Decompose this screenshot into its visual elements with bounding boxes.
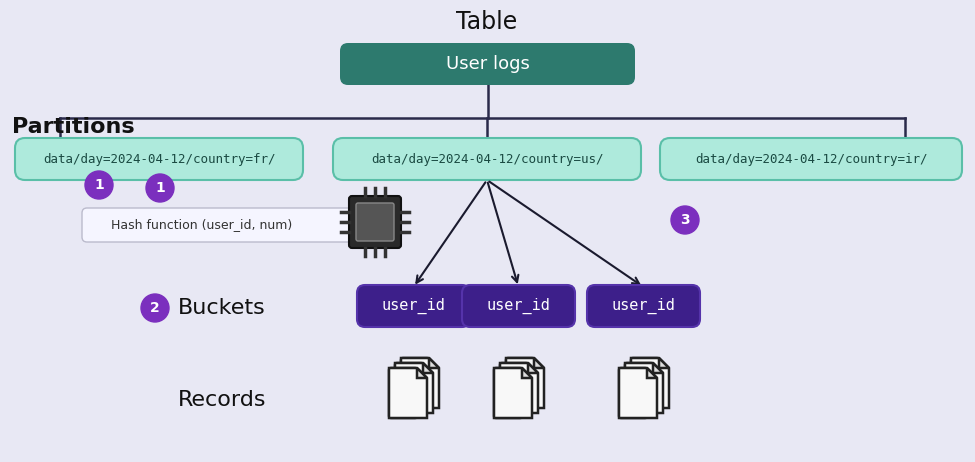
FancyBboxPatch shape xyxy=(619,368,647,418)
FancyBboxPatch shape xyxy=(349,196,401,248)
Text: Table: Table xyxy=(456,10,518,34)
FancyBboxPatch shape xyxy=(631,358,659,408)
Polygon shape xyxy=(417,368,427,378)
FancyBboxPatch shape xyxy=(15,138,303,180)
Polygon shape xyxy=(528,363,538,373)
Polygon shape xyxy=(506,358,544,408)
FancyBboxPatch shape xyxy=(625,363,653,413)
FancyBboxPatch shape xyxy=(389,368,417,418)
FancyBboxPatch shape xyxy=(395,363,423,413)
FancyBboxPatch shape xyxy=(500,363,528,413)
Text: data/day=2024-04-12/country=us/: data/day=2024-04-12/country=us/ xyxy=(370,152,604,165)
FancyBboxPatch shape xyxy=(506,358,534,408)
Text: user_id: user_id xyxy=(381,298,446,314)
Polygon shape xyxy=(429,358,439,368)
Circle shape xyxy=(671,206,699,234)
FancyBboxPatch shape xyxy=(660,138,962,180)
Polygon shape xyxy=(522,368,532,378)
Text: 1: 1 xyxy=(155,181,165,195)
Text: 2: 2 xyxy=(150,301,160,315)
Text: user_id: user_id xyxy=(611,298,676,314)
Circle shape xyxy=(146,174,174,202)
FancyBboxPatch shape xyxy=(356,203,394,241)
Polygon shape xyxy=(659,358,669,368)
Circle shape xyxy=(85,171,113,199)
Polygon shape xyxy=(500,363,538,413)
Polygon shape xyxy=(625,363,663,413)
Text: 1: 1 xyxy=(95,178,104,192)
FancyBboxPatch shape xyxy=(357,285,470,327)
Polygon shape xyxy=(401,358,439,408)
Polygon shape xyxy=(647,368,657,378)
Polygon shape xyxy=(631,358,669,408)
Text: data/day=2024-04-12/country=fr/: data/day=2024-04-12/country=fr/ xyxy=(43,152,275,165)
Circle shape xyxy=(141,294,169,322)
FancyBboxPatch shape xyxy=(494,368,522,418)
Text: User logs: User logs xyxy=(446,55,529,73)
FancyBboxPatch shape xyxy=(587,285,700,327)
Polygon shape xyxy=(494,368,532,418)
Text: 3: 3 xyxy=(681,213,690,227)
Polygon shape xyxy=(534,358,544,368)
FancyBboxPatch shape xyxy=(340,43,635,85)
Polygon shape xyxy=(389,368,427,418)
Text: Buckets: Buckets xyxy=(178,298,266,318)
Polygon shape xyxy=(619,368,657,418)
Text: Partitions: Partitions xyxy=(12,117,135,137)
Polygon shape xyxy=(423,363,433,373)
Polygon shape xyxy=(653,363,663,373)
FancyBboxPatch shape xyxy=(333,138,641,180)
Polygon shape xyxy=(395,363,433,413)
FancyBboxPatch shape xyxy=(401,358,429,408)
Text: Hash function (user_id, num): Hash function (user_id, num) xyxy=(111,219,292,231)
Text: data/day=2024-04-12/country=ir/: data/day=2024-04-12/country=ir/ xyxy=(695,152,927,165)
Text: Records: Records xyxy=(178,390,266,410)
FancyBboxPatch shape xyxy=(462,285,575,327)
Text: user_id: user_id xyxy=(487,298,551,314)
FancyBboxPatch shape xyxy=(82,208,357,242)
